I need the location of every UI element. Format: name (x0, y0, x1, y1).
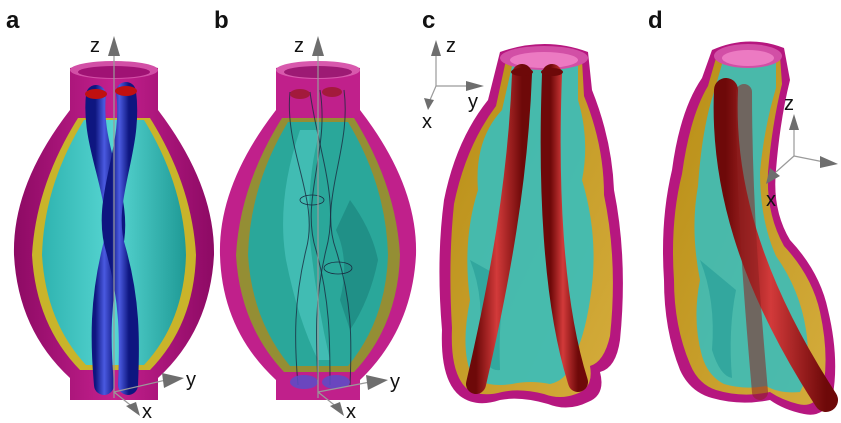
panel-b-z-label: z (294, 35, 304, 57)
panel-b: b z y x (214, 7, 417, 423)
panel-a-graft-2-cap (115, 86, 137, 96)
panel-c-graft-1-cap (511, 68, 533, 76)
panel-a-z-label: z (90, 35, 100, 57)
panel-b-graft-ring-1 (299, 194, 325, 206)
panel-b-y-axis (317, 381, 371, 393)
panel-c-x-label: x (422, 111, 432, 133)
panel-b-bottom-port-1 (290, 375, 318, 389)
panel-a-x-arrow-icon (126, 402, 140, 416)
panel-d-x-arrow-icon (766, 168, 780, 184)
panel-c-y-arrow-icon (466, 81, 484, 91)
panel-c: c z y x (422, 7, 623, 408)
panel-d-y-arrow-icon (820, 156, 838, 168)
panel-b-y-label: y (390, 371, 400, 393)
panel-d-top-opening (722, 50, 774, 66)
panel-b-lumen-shade (336, 200, 378, 330)
panel-d-graft-2 (736, 84, 768, 400)
panel-c-z-arrow-icon (431, 40, 441, 56)
panel-d-z-arrow-icon (789, 114, 799, 130)
panel-d-y-axis (793, 155, 825, 163)
panel-a-graft-2 (101, 82, 139, 395)
panel-label-b: b (214, 7, 229, 34)
panel-c-graft-2-cap (541, 68, 563, 76)
panel-d-x-label: x (766, 189, 776, 211)
panel-c-graft-2 (540, 64, 588, 392)
panel-b-graft-1-cap (290, 89, 310, 99)
panel-b-graft-ring-2 (323, 261, 353, 275)
panel-label-c: c (422, 7, 435, 34)
panel-d-lumen-shade (700, 260, 736, 378)
panel-c-x-arrow-icon (424, 98, 434, 110)
panel-d: d z x (648, 7, 838, 415)
panel-c-top-opening (510, 52, 578, 68)
panel-a: a z y x (6, 7, 215, 423)
panel-c-y-label: y (468, 91, 478, 113)
panel-a-y-axis (113, 379, 167, 393)
panel-b-graft-2-cap (322, 87, 342, 97)
panel-b-bottom-port-2 (322, 375, 350, 389)
panel-c-x-axis (429, 85, 437, 101)
panel-a-y-label: y (186, 369, 196, 391)
panel-b-x-arrow-icon (330, 402, 344, 416)
panel-b-graft-1-outline (288, 91, 332, 386)
panel-d-x-axis (775, 155, 795, 173)
panel-c-z-label: z (446, 35, 456, 57)
panel-label-a: a (6, 7, 20, 34)
panel-b-y-arrow-icon (366, 375, 388, 390)
panel-b-z-arrow-icon (312, 36, 324, 56)
panel-a-y-arrow-icon (162, 373, 184, 388)
panel-a-x-label: x (142, 401, 152, 423)
panel-d-z-label: z (784, 93, 794, 115)
panel-c-graft-1 (466, 64, 532, 394)
panel-b-x-label: x (346, 401, 356, 423)
panel-a-graft-1-cap (85, 89, 107, 99)
panel-b-graft-2-outline (310, 89, 352, 386)
panel-label-d: d (648, 7, 663, 34)
panel-a-z-arrow-icon (108, 36, 120, 56)
